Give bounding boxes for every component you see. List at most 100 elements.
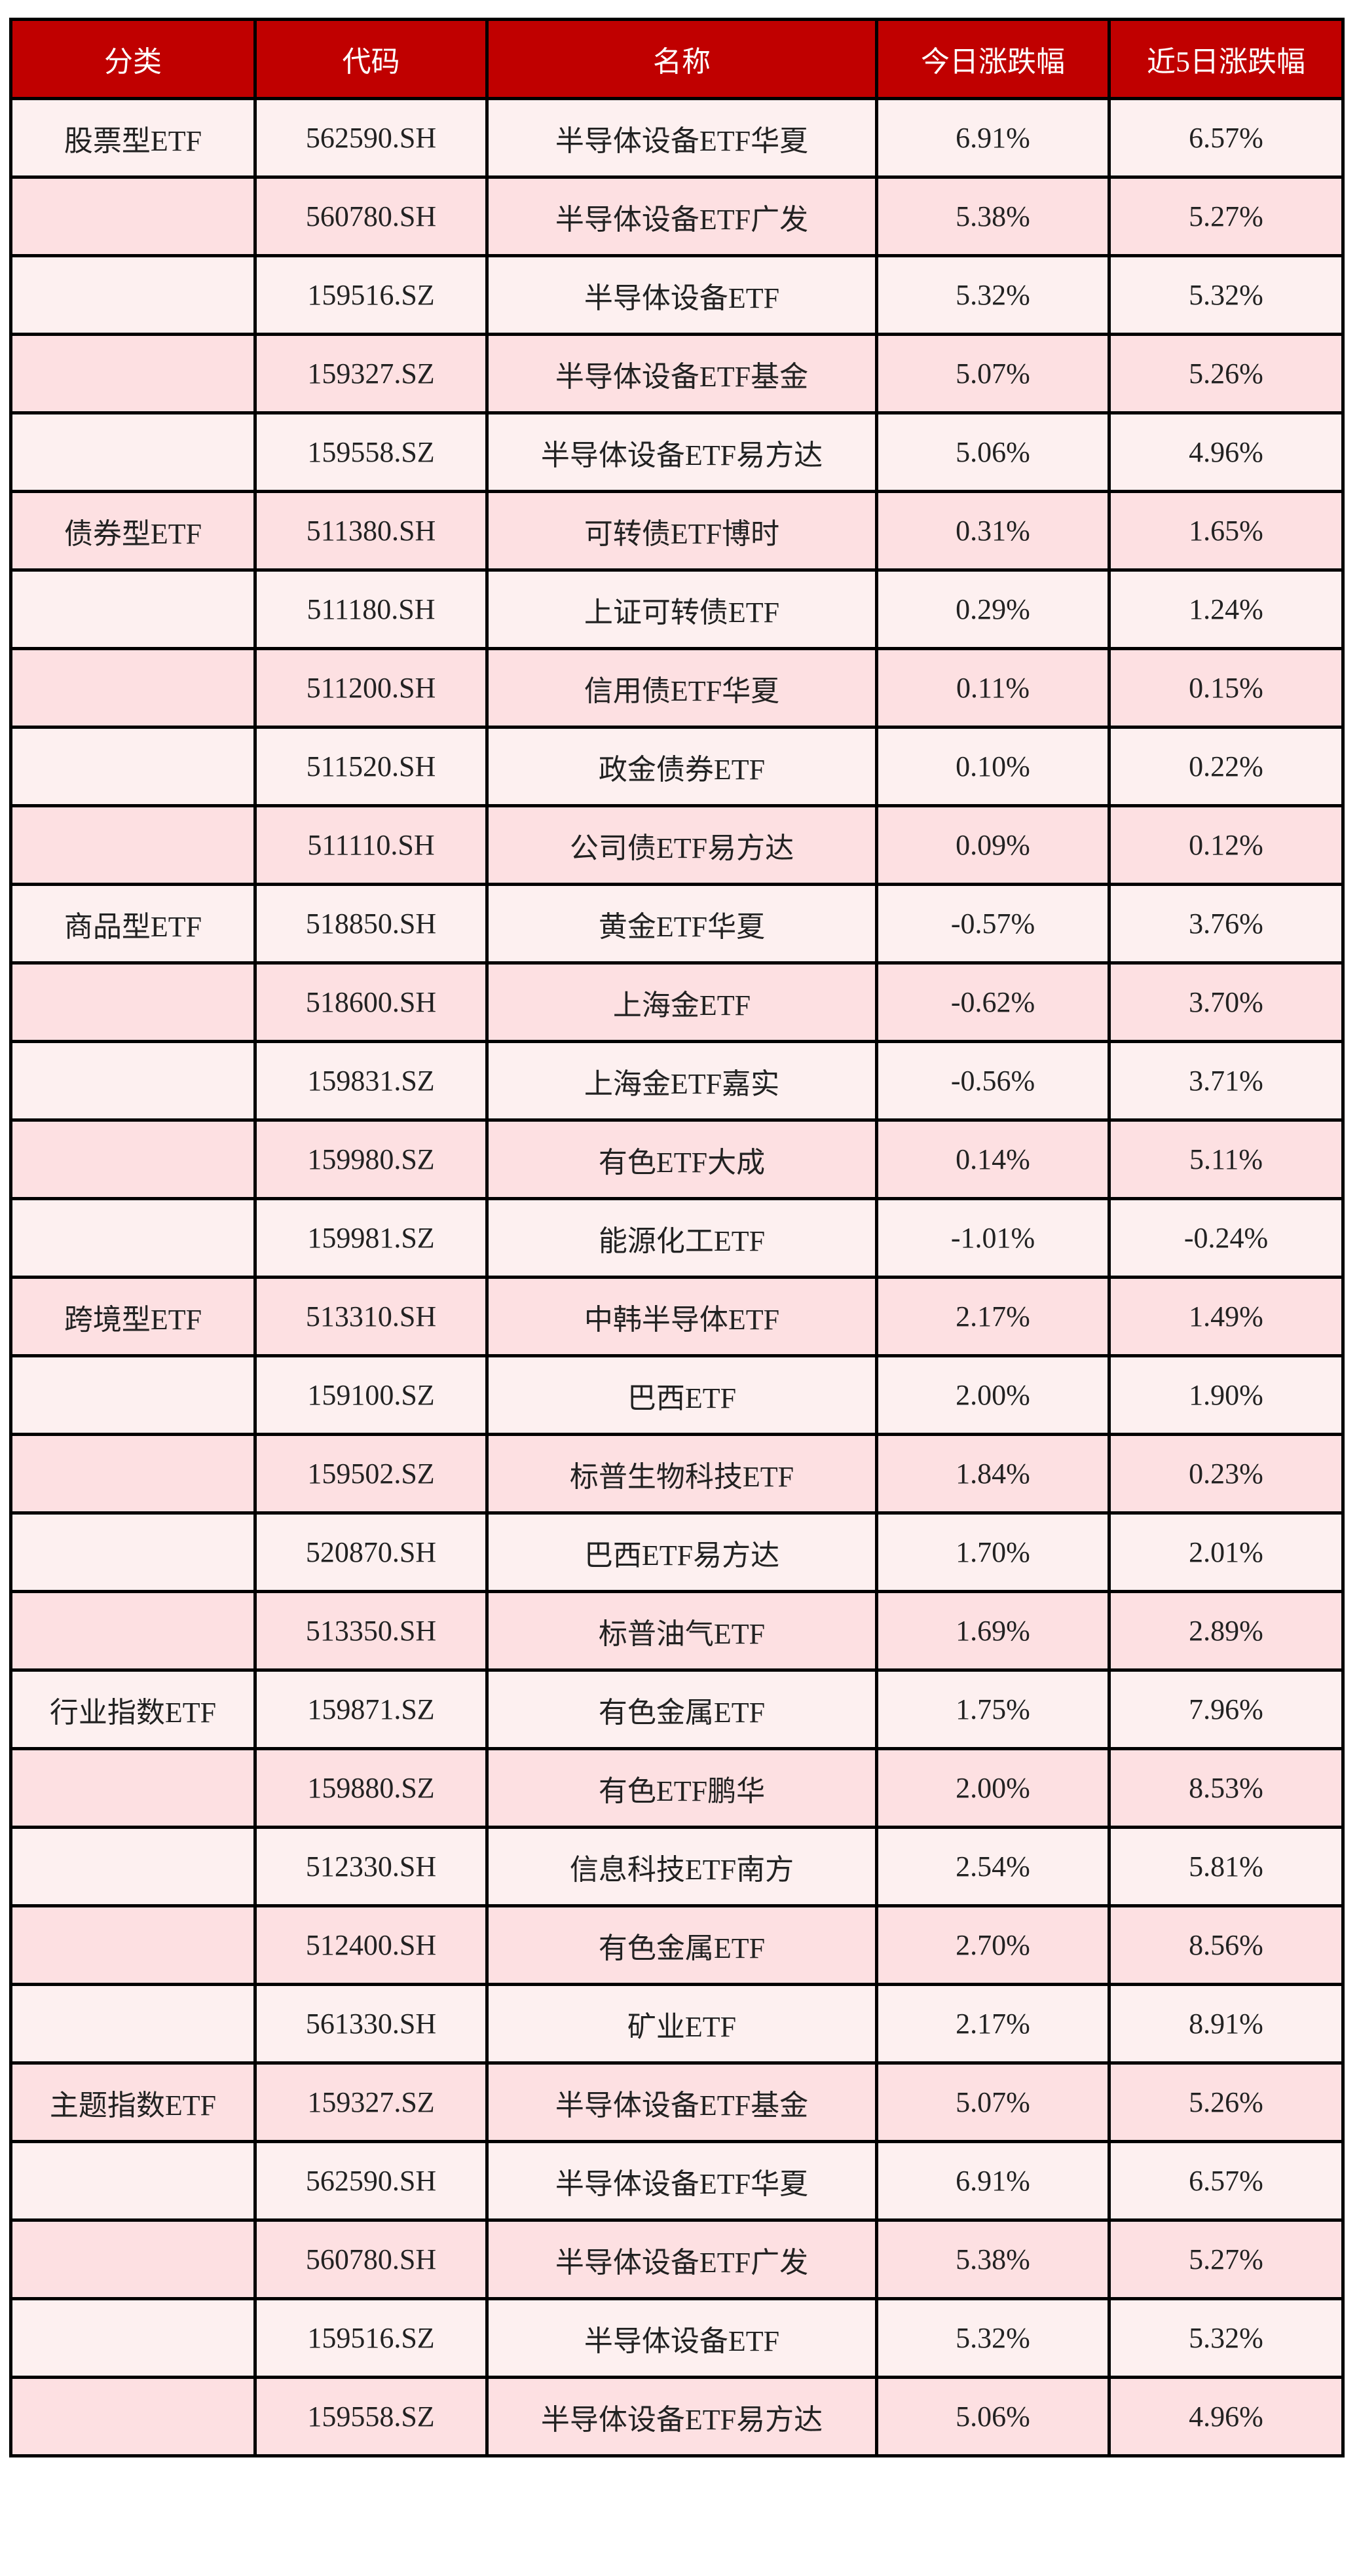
category-cell	[9, 1747, 257, 1829]
table-row: 159981.SZ 能源化工ETF -1.01% -0.24%	[9, 1197, 1345, 1279]
five-day-change-cell: 1.65%	[1108, 490, 1345, 572]
five-day-change-cell: 8.53%	[1108, 1747, 1345, 1829]
five-day-change-cell: 2.89%	[1108, 1590, 1345, 1672]
table-row: 159880.SZ 有色ETF鹏华 2.00% 8.53%	[9, 1747, 1345, 1829]
today-change-cell: 2.17%	[875, 1983, 1111, 2065]
category-cell	[9, 1433, 257, 1515]
five-day-change-cell: 4.96%	[1108, 2376, 1345, 2457]
code-cell: 511380.SH	[253, 490, 489, 572]
code-cell: 159100.SZ	[253, 1354, 489, 1436]
table-row: 159831.SZ 上海金ETF嘉实 -0.56% 3.71%	[9, 1040, 1345, 1122]
five-day-change-cell: 8.91%	[1108, 1983, 1345, 2065]
today-change-cell: 5.06%	[875, 411, 1111, 493]
category-cell	[9, 568, 257, 650]
table-row: 520870.SH 巴西ETF易方达 1.70% 2.01%	[9, 1511, 1345, 1593]
name-cell: 半导体设备ETF基金	[485, 333, 878, 414]
code-cell: 159327.SZ	[253, 333, 489, 414]
table-row: 行业指数ETF 159871.SZ 有色金属ETF 1.75% 7.96%	[9, 1668, 1345, 1750]
table-row: 商品型ETF 518850.SH 黄金ETF华夏 -0.57% 3.76%	[9, 883, 1345, 965]
name-cell: 可转债ETF博时	[485, 490, 878, 572]
table-row: 560780.SH 半导体设备ETF广发 5.38% 5.27%	[9, 175, 1345, 257]
category-cell	[9, 1983, 257, 2065]
five-day-change-cell: 3.70%	[1108, 961, 1345, 1043]
today-change-cell: 5.38%	[875, 175, 1111, 257]
today-change-cell: 1.70%	[875, 1511, 1111, 1593]
five-day-change-cell: 1.24%	[1108, 568, 1345, 650]
five-day-change-cell: -0.24%	[1108, 1197, 1345, 1279]
five-day-change-cell: 5.26%	[1108, 2061, 1345, 2143]
name-cell: 半导体设备ETF华夏	[485, 97, 878, 179]
today-change-cell: 5.07%	[875, 333, 1111, 414]
table-row: 159558.SZ 半导体设备ETF易方达 5.06% 4.96%	[9, 411, 1345, 493]
five-day-change-cell: 5.32%	[1108, 254, 1345, 336]
five-day-change-cell: 5.32%	[1108, 2297, 1345, 2379]
name-cell: 有色ETF鹏华	[485, 1747, 878, 1829]
today-change-cell: 0.09%	[875, 804, 1111, 886]
category-cell	[9, 1826, 257, 1907]
category-cell	[9, 1197, 257, 1279]
five-day-change-cell: 3.76%	[1108, 883, 1345, 965]
name-cell: 半导体设备ETF华夏	[485, 2140, 878, 2222]
header-category: 分类	[9, 18, 257, 100]
today-change-cell: 5.07%	[875, 2061, 1111, 2143]
category-cell	[9, 175, 257, 257]
code-cell: 562590.SH	[253, 97, 489, 179]
table-row: 513350.SH 标普油气ETF 1.69% 2.89%	[9, 1590, 1345, 1672]
table-header-row: 分类 代码 名称 今日涨跌幅 近5日涨跌幅	[9, 18, 1345, 100]
name-cell: 标普油气ETF	[485, 1590, 878, 1672]
name-cell: 信用债ETF华夏	[485, 647, 878, 729]
category-cell	[9, 1118, 257, 1200]
name-cell: 半导体设备ETF易方达	[485, 2376, 878, 2457]
table-row: 512330.SH 信息科技ETF南方 2.54% 5.81%	[9, 1826, 1345, 1907]
code-cell: 159327.SZ	[253, 2061, 489, 2143]
code-cell: 513310.SH	[253, 1276, 489, 1357]
today-change-cell: -0.56%	[875, 1040, 1111, 1122]
header-code: 代码	[253, 18, 489, 100]
today-change-cell: -0.57%	[875, 883, 1111, 965]
name-cell: 矿业ETF	[485, 1983, 878, 2065]
name-cell: 黄金ETF华夏	[485, 883, 878, 965]
etf-performance-table: 分类 代码 名称 今日涨跌幅 近5日涨跌幅 股票型ETF 562590.SH 半导体…	[9, 18, 1345, 2457]
category-cell: 债券型ETF	[9, 490, 257, 572]
name-cell: 上海金ETF	[485, 961, 878, 1043]
five-day-change-cell: 5.26%	[1108, 333, 1345, 414]
category-cell	[9, 2218, 257, 2300]
name-cell: 半导体设备ETF	[485, 254, 878, 336]
table-row: 主题指数ETF 159327.SZ 半导体设备ETF基金 5.07% 5.26%	[9, 2061, 1345, 2143]
five-day-change-cell: 0.22%	[1108, 726, 1345, 807]
five-day-change-cell: 6.57%	[1108, 97, 1345, 179]
category-cell: 行业指数ETF	[9, 1668, 257, 1750]
category-cell	[9, 1904, 257, 1986]
category-cell: 主题指数ETF	[9, 2061, 257, 2143]
table-row: 511520.SH 政金债券ETF 0.10% 0.22%	[9, 726, 1345, 807]
today-change-cell: 2.70%	[875, 1904, 1111, 1986]
code-cell: 560780.SH	[253, 175, 489, 257]
name-cell: 半导体设备ETF广发	[485, 2218, 878, 2300]
table-row: 562590.SH 半导体设备ETF华夏 6.91% 6.57%	[9, 2140, 1345, 2222]
table-row: 159516.SZ 半导体设备ETF 5.32% 5.32%	[9, 254, 1345, 336]
today-change-cell: 5.06%	[875, 2376, 1111, 2457]
today-change-cell: 6.91%	[875, 2140, 1111, 2222]
five-day-change-cell: 8.56%	[1108, 1904, 1345, 1986]
code-cell: 159502.SZ	[253, 1433, 489, 1515]
name-cell: 半导体设备ETF基金	[485, 2061, 878, 2143]
five-day-change-cell: 2.01%	[1108, 1511, 1345, 1593]
today-change-cell: 5.38%	[875, 2218, 1111, 2300]
today-change-cell: 6.91%	[875, 97, 1111, 179]
name-cell: 政金债券ETF	[485, 726, 878, 807]
five-day-change-cell: 0.12%	[1108, 804, 1345, 886]
category-cell	[9, 1040, 257, 1122]
today-change-cell: 2.17%	[875, 1276, 1111, 1357]
category-cell	[9, 1511, 257, 1593]
five-day-change-cell: 3.71%	[1108, 1040, 1345, 1122]
five-day-change-cell: 5.81%	[1108, 1826, 1345, 1907]
name-cell: 半导体设备ETF广发	[485, 175, 878, 257]
today-change-cell: 1.69%	[875, 1590, 1111, 1672]
table-row: 511110.SH 公司债ETF易方达 0.09% 0.12%	[9, 804, 1345, 886]
five-day-change-cell: 7.96%	[1108, 1668, 1345, 1750]
today-change-cell: 1.75%	[875, 1668, 1111, 1750]
today-change-cell: 0.31%	[875, 490, 1111, 572]
name-cell: 有色ETF大成	[485, 1118, 878, 1200]
category-cell	[9, 2297, 257, 2379]
code-cell: 511200.SH	[253, 647, 489, 729]
